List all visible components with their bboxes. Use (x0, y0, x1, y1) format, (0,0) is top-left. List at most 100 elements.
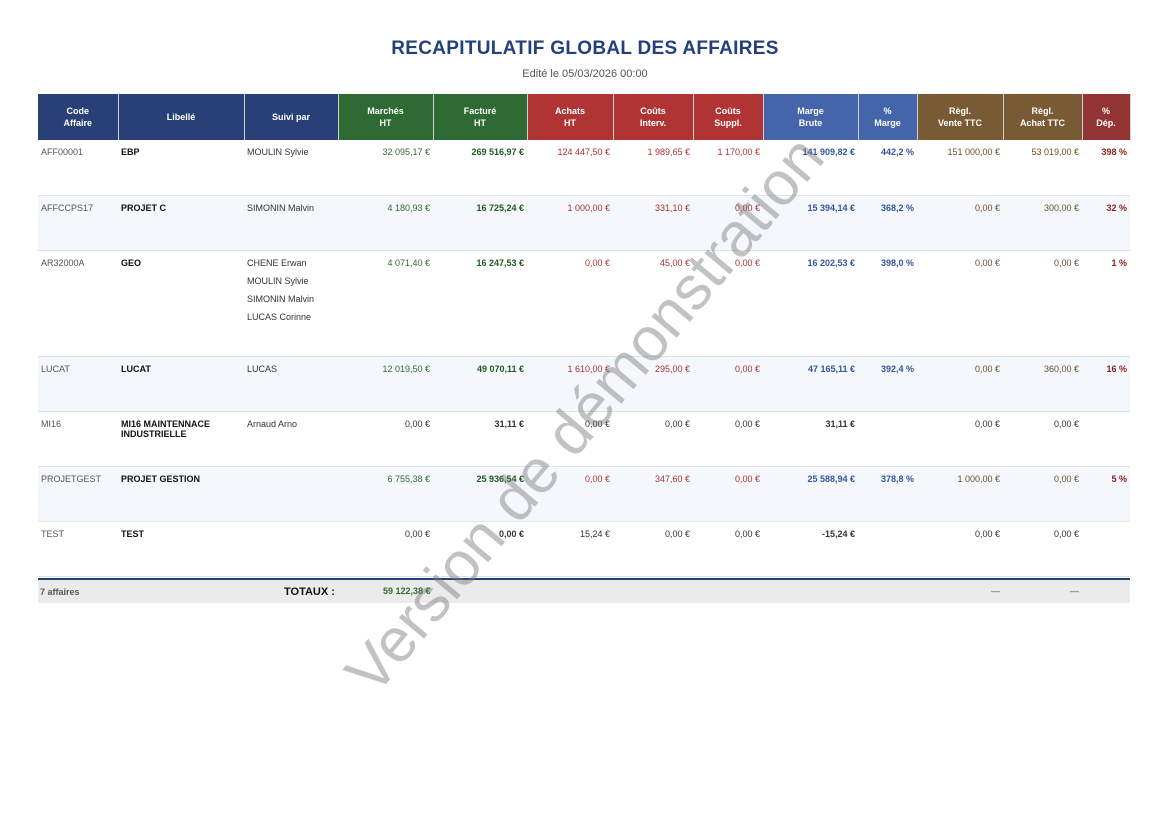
suivi-par: Arnaud Arno (244, 411, 338, 467)
libelle: MI16 MAINTENNACE INDUSTRIELLE (118, 411, 244, 467)
pct-dep-cell: 1 % (1082, 250, 1130, 357)
achats-cell: 0,00 € (527, 466, 613, 522)
suivi-par (244, 466, 338, 522)
column-header: Code Affaire (38, 94, 119, 140)
column-header: Coûts Interv. (613, 94, 694, 140)
suivi-par: SIMONIN Malvin (244, 195, 338, 251)
regl-achat-cell: 0,00 € (1003, 411, 1082, 467)
pct-dep-cell: 398 % (1082, 140, 1130, 196)
total-regl-vente: — (991, 586, 1000, 596)
facture-cell: 49 070,11 € (433, 356, 527, 412)
suppl-cell: 0,00 € (693, 195, 763, 251)
achats-cell: 124 447,50 € (527, 140, 613, 196)
code-affaire: TEST (38, 521, 118, 577)
header-line1: Code (66, 106, 90, 116)
table-row: TEST TEST 0,00 €0,00 €15,24 €0,00 €0,00 € -… (38, 521, 1130, 577)
column-header: Marchés HT (338, 94, 434, 140)
libelle: PROJET C (118, 195, 244, 251)
suppl-cell: 0,00 € (693, 250, 763, 357)
pct-marge-cell (858, 521, 917, 577)
pct-marge-cell: 368,2 % (858, 195, 917, 251)
facture-cell: 16 725,24 € (433, 195, 527, 251)
pct-marge-cell: 398,0 % (858, 250, 917, 357)
marge-cell: 141 909,82 € (763, 140, 858, 196)
code-affaire: PROJETGEST (38, 466, 118, 522)
suppl-cell: 1 170,00 € (693, 140, 763, 196)
marge-cell: 47 165,11 € (763, 356, 858, 412)
total-marches: 59 122,38 € (383, 586, 431, 596)
suivi-par (244, 521, 338, 577)
facture-cell: 16 247,53 € (433, 250, 527, 357)
header-line1: Suivi par (271, 112, 310, 122)
header-line2: Brute (798, 118, 823, 128)
code-affaire: LUCAT (38, 356, 118, 412)
suppl-cell: 0,00 € (693, 466, 763, 522)
total-regl-achat: — (1070, 586, 1079, 596)
marches-cell: 0,00 € (338, 521, 433, 577)
table-row: LUCAT LUCAT LUCAS 12 019,50 €49 070,11 €1 6… (38, 356, 1130, 412)
column-header: Règl. Achat TTC (1003, 94, 1083, 140)
suppl-cell: 0,00 € (693, 521, 763, 577)
header-line2: Dép. (1096, 118, 1116, 128)
facture-cell: 269 516,97 € (433, 140, 527, 196)
table-header: Code Affaire Libellé Suivi par Marchés HT Fact… (38, 94, 1131, 140)
header-line2: HT (474, 118, 486, 128)
achats-cell: 15,24 € (527, 521, 613, 577)
regl-achat-cell: 53 019,00 € (1003, 140, 1082, 196)
achats-cell: 1 000,00 € (527, 195, 613, 251)
pct-dep-cell (1082, 411, 1130, 467)
suivi-par: LUCAS (244, 356, 338, 412)
header-line1: % (1101, 106, 1110, 116)
pct-dep-cell: 32 % (1082, 195, 1130, 251)
header-line2: Interv. (639, 118, 667, 128)
regl-vente-cell: 0,00 € (917, 521, 1003, 577)
facture-cell: 25 936,54 € (433, 466, 527, 522)
interv-cell: 0,00 € (613, 521, 693, 577)
header-line1: Facturé (463, 106, 497, 116)
code-affaire: AR32000A (38, 250, 118, 357)
marge-cell: 31,11 € (763, 411, 858, 467)
interv-cell: 295,00 € (613, 356, 693, 412)
suivi-par: MOULIN Sylvie (244, 140, 338, 196)
suppl-cell: 0,00 € (693, 356, 763, 412)
regl-vente-cell: 0,00 € (917, 250, 1003, 357)
suivi-person: Arnaud Arno (247, 418, 298, 429)
pct-marge-cell: 378,8 % (858, 466, 917, 522)
header-line2: Achat TTC (1020, 118, 1065, 128)
suivi-person: LUCAS Corinne (247, 311, 312, 322)
table-row: PROJETGEST PROJET GESTION 6 755,38 €25 936… (38, 466, 1130, 522)
pct-dep-cell (1082, 521, 1130, 577)
marches-cell: 12 019,50 € (338, 356, 433, 412)
regl-achat-cell: 0,00 € (1003, 521, 1082, 577)
code-affaire: AFF00001 (38, 140, 118, 196)
totals-label: TOTAUX : (284, 586, 335, 598)
marches-cell: 4 180,93 € (338, 195, 433, 251)
header-line1: % (883, 106, 892, 116)
header-line2: Suppl. (714, 118, 742, 128)
code-affaire: AFFCCPS17 (38, 195, 118, 251)
table-row: AFFCCPS17 PROJET C SIMONIN Malvin 4 180,93 … (38, 195, 1130, 251)
regl-achat-cell: 0,00 € (1003, 250, 1082, 357)
suivi-person: SIMONIN Malvin (247, 202, 315, 213)
suivi-person: SIMONIN Malvin (247, 293, 315, 304)
affaires-count: 7 affaires (40, 587, 80, 597)
marge-cell: -15,24 € (763, 521, 858, 577)
marge-cell: 16 202,53 € (763, 250, 858, 357)
header-line1: Coûts (715, 106, 741, 116)
marge-cell: 15 394,14 € (763, 195, 858, 251)
column-header: % Dép. (1082, 94, 1131, 140)
regl-vente-cell: 0,00 € (917, 356, 1003, 412)
regl-vente-cell: 151 000,00 € (917, 140, 1003, 196)
table-row: AFF00001 EBP MOULIN Sylvie 32 095,17 €269 5… (38, 140, 1130, 196)
libelle: PROJET GESTION (118, 466, 244, 522)
facture-cell: 31,11 € (433, 411, 527, 467)
header-line1: Coûts (640, 106, 666, 116)
header-line1: Règl. (1031, 106, 1054, 116)
regl-vente-cell: 0,00 € (917, 195, 1003, 251)
suivi-person: MOULIN Sylvie (247, 275, 309, 286)
header-line2: HT (564, 118, 576, 128)
header-line2: Vente TTC (937, 118, 982, 128)
achats-cell: 1 610,00 € (527, 356, 613, 412)
column-header: Coûts Suppl. (693, 94, 764, 140)
